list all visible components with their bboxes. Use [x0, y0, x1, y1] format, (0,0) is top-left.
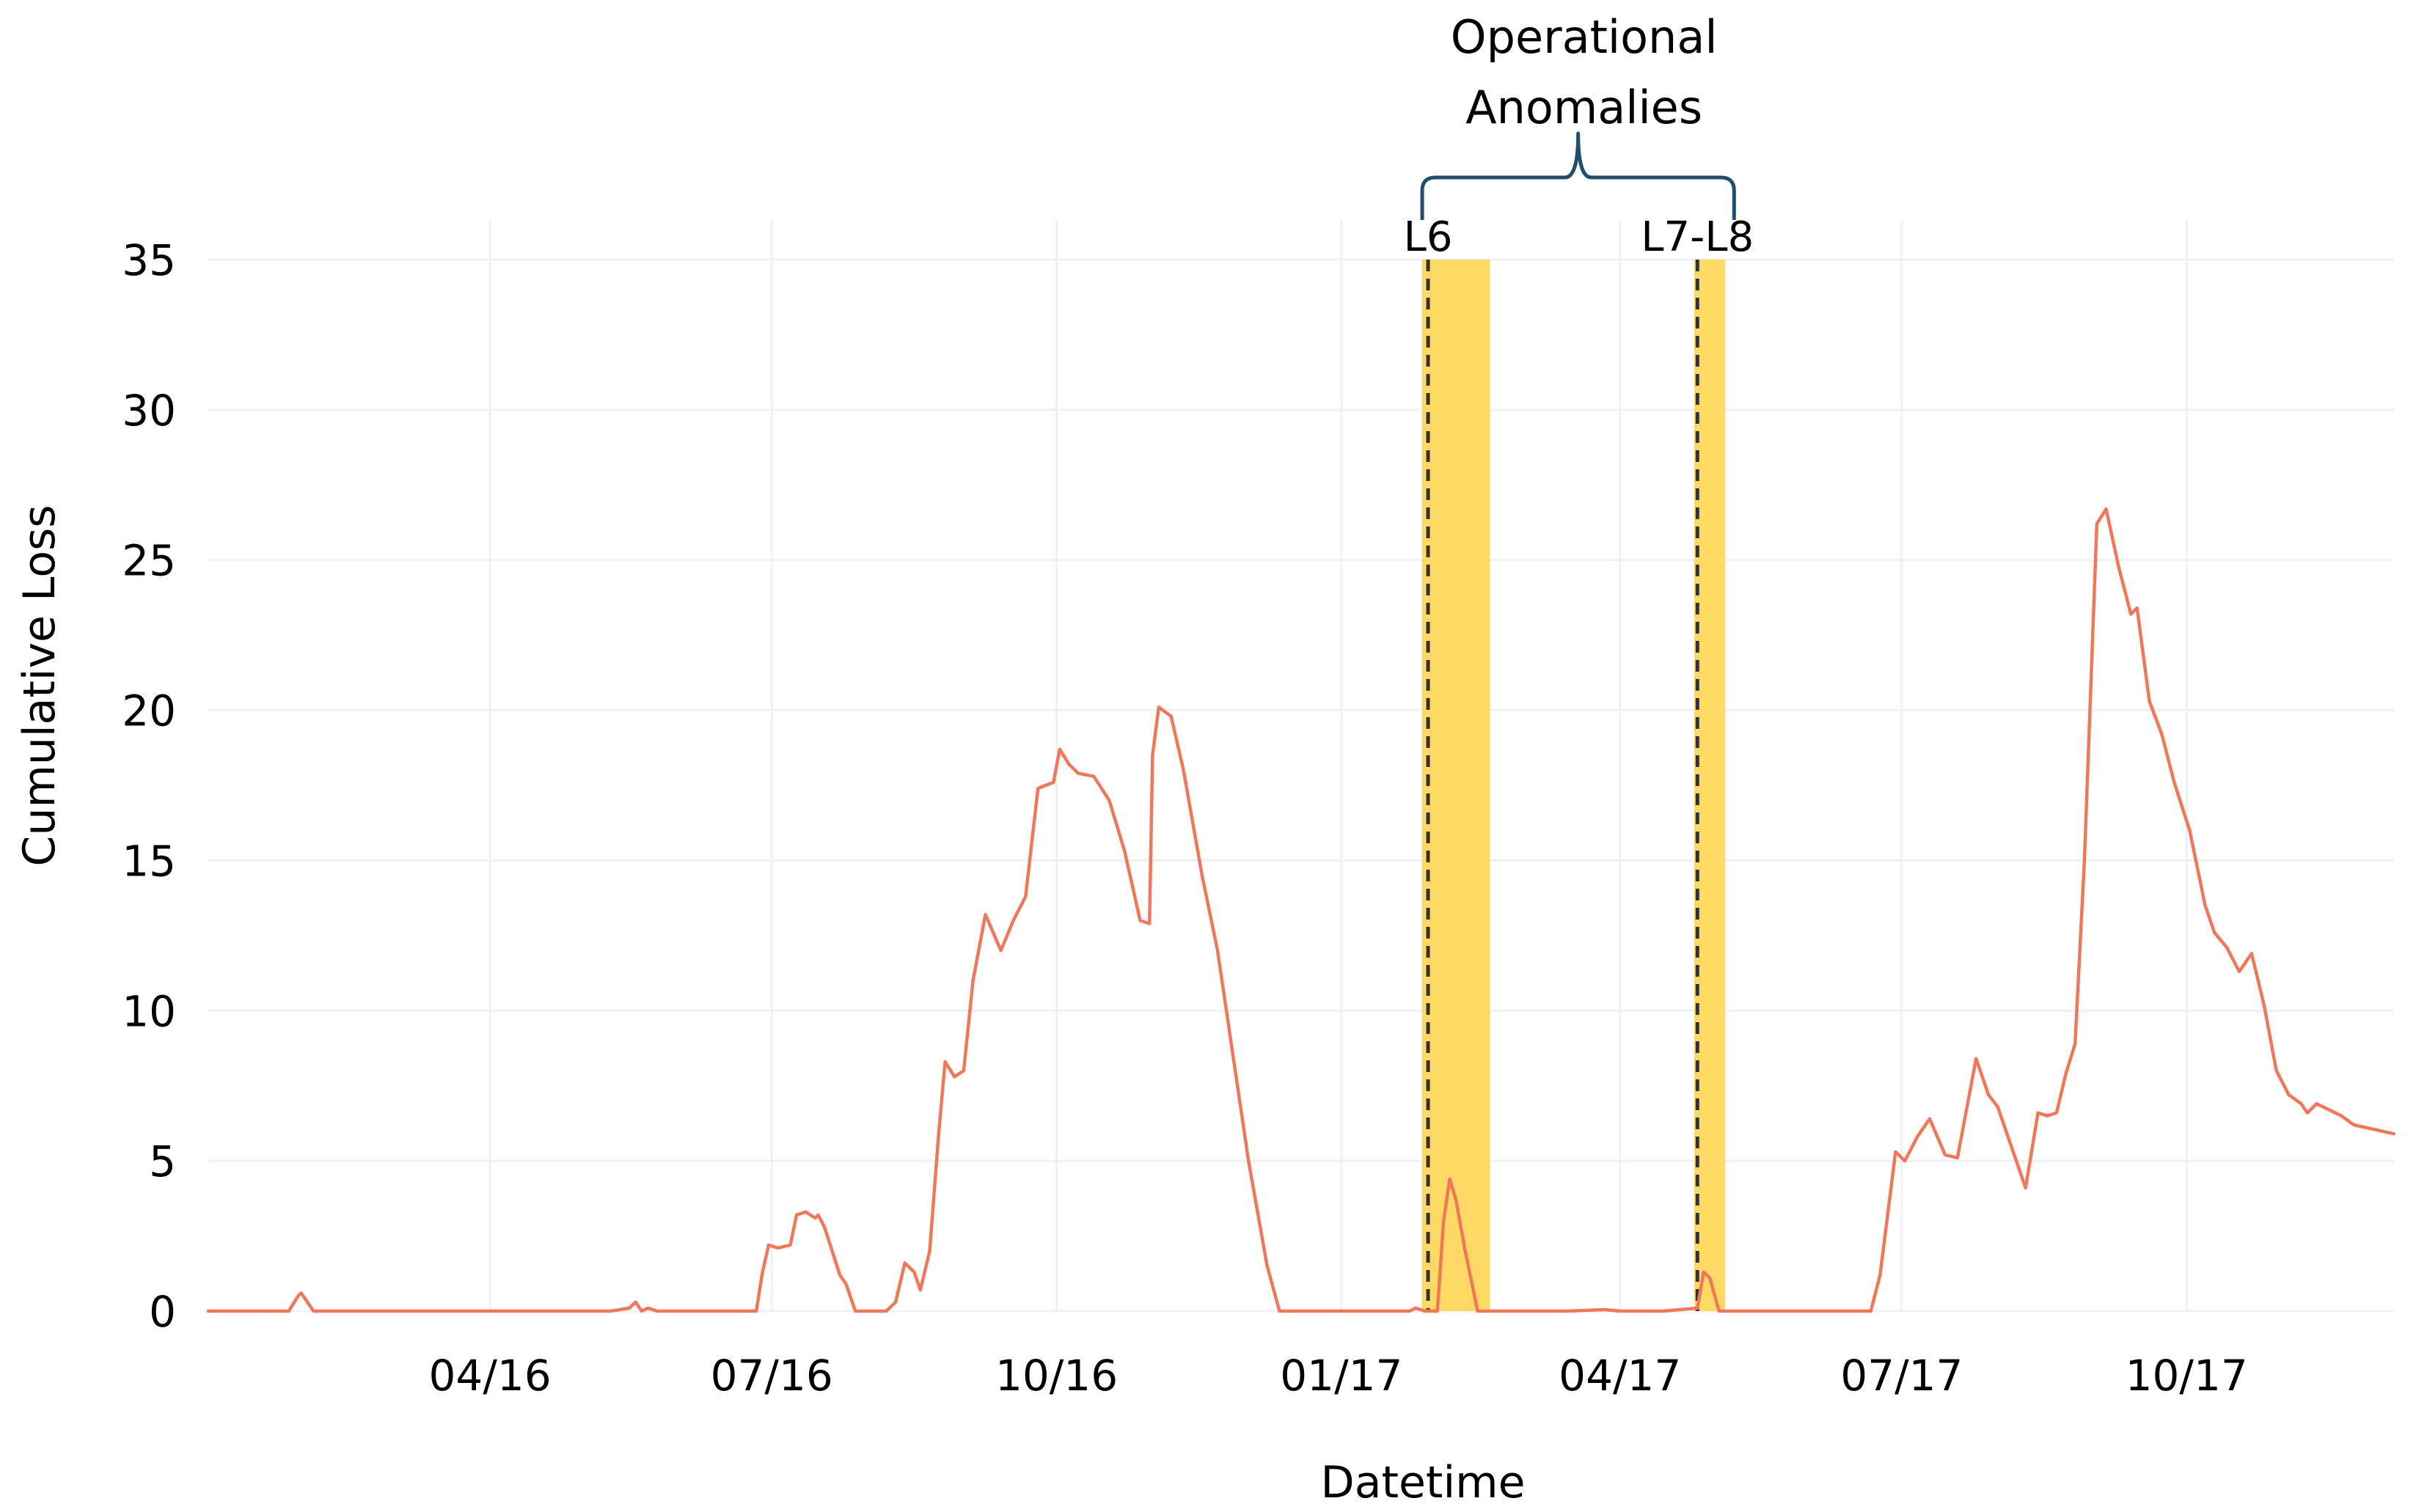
grid	[208, 220, 2394, 1313]
anomaly-marker-label: L6	[1404, 213, 1453, 261]
annotation-title-line: Anomalies	[1465, 81, 1702, 134]
x-axis-ticks: 04/16 07/16 10/16 01/17 04/17 07/17 10/17	[429, 1351, 2248, 1401]
y-tick-label: 15	[122, 836, 176, 886]
y-axis-title: Cumulative Loss	[14, 504, 65, 866]
x-tick-label: 04/17	[1559, 1351, 1681, 1401]
y-tick-label: 30	[122, 386, 176, 436]
anomaly-band	[1694, 260, 1726, 1311]
y-tick-label: 10	[122, 986, 176, 1036]
annotation-title-line: Operational	[1451, 10, 1718, 64]
y-axis-ticks: 0 5 10 15 20 25 30 35	[122, 235, 176, 1337]
anomaly-marker-label: L7-L8	[1641, 213, 1754, 261]
x-axis-title: Datetime	[1321, 1457, 1526, 1508]
x-tick-label: 04/16	[429, 1351, 552, 1401]
loss-line	[206, 507, 2396, 1313]
y-tick-label: 0	[149, 1287, 176, 1337]
anomaly-bands	[1421, 260, 1726, 1311]
anomaly-markers	[1426, 260, 1699, 1311]
x-tick-label: 07/17	[1840, 1351, 1963, 1401]
y-tick-label: 20	[122, 686, 176, 736]
annotation-bracket	[1420, 131, 1736, 220]
y-tick-label: 5	[149, 1137, 176, 1186]
anomaly-annotation: L6 L7-L8 Operational Anomalies	[1404, 10, 1754, 261]
anomaly-band	[1421, 260, 1490, 1311]
y-tick-label: 25	[122, 536, 176, 586]
x-tick-label: 07/16	[711, 1351, 833, 1401]
series-lines	[206, 507, 2396, 1313]
x-tick-label: 10/16	[995, 1351, 1118, 1401]
x-tick-label: 10/17	[2126, 1351, 2248, 1401]
x-tick-label: 01/17	[1280, 1351, 1402, 1401]
y-tick-label: 35	[122, 235, 176, 285]
